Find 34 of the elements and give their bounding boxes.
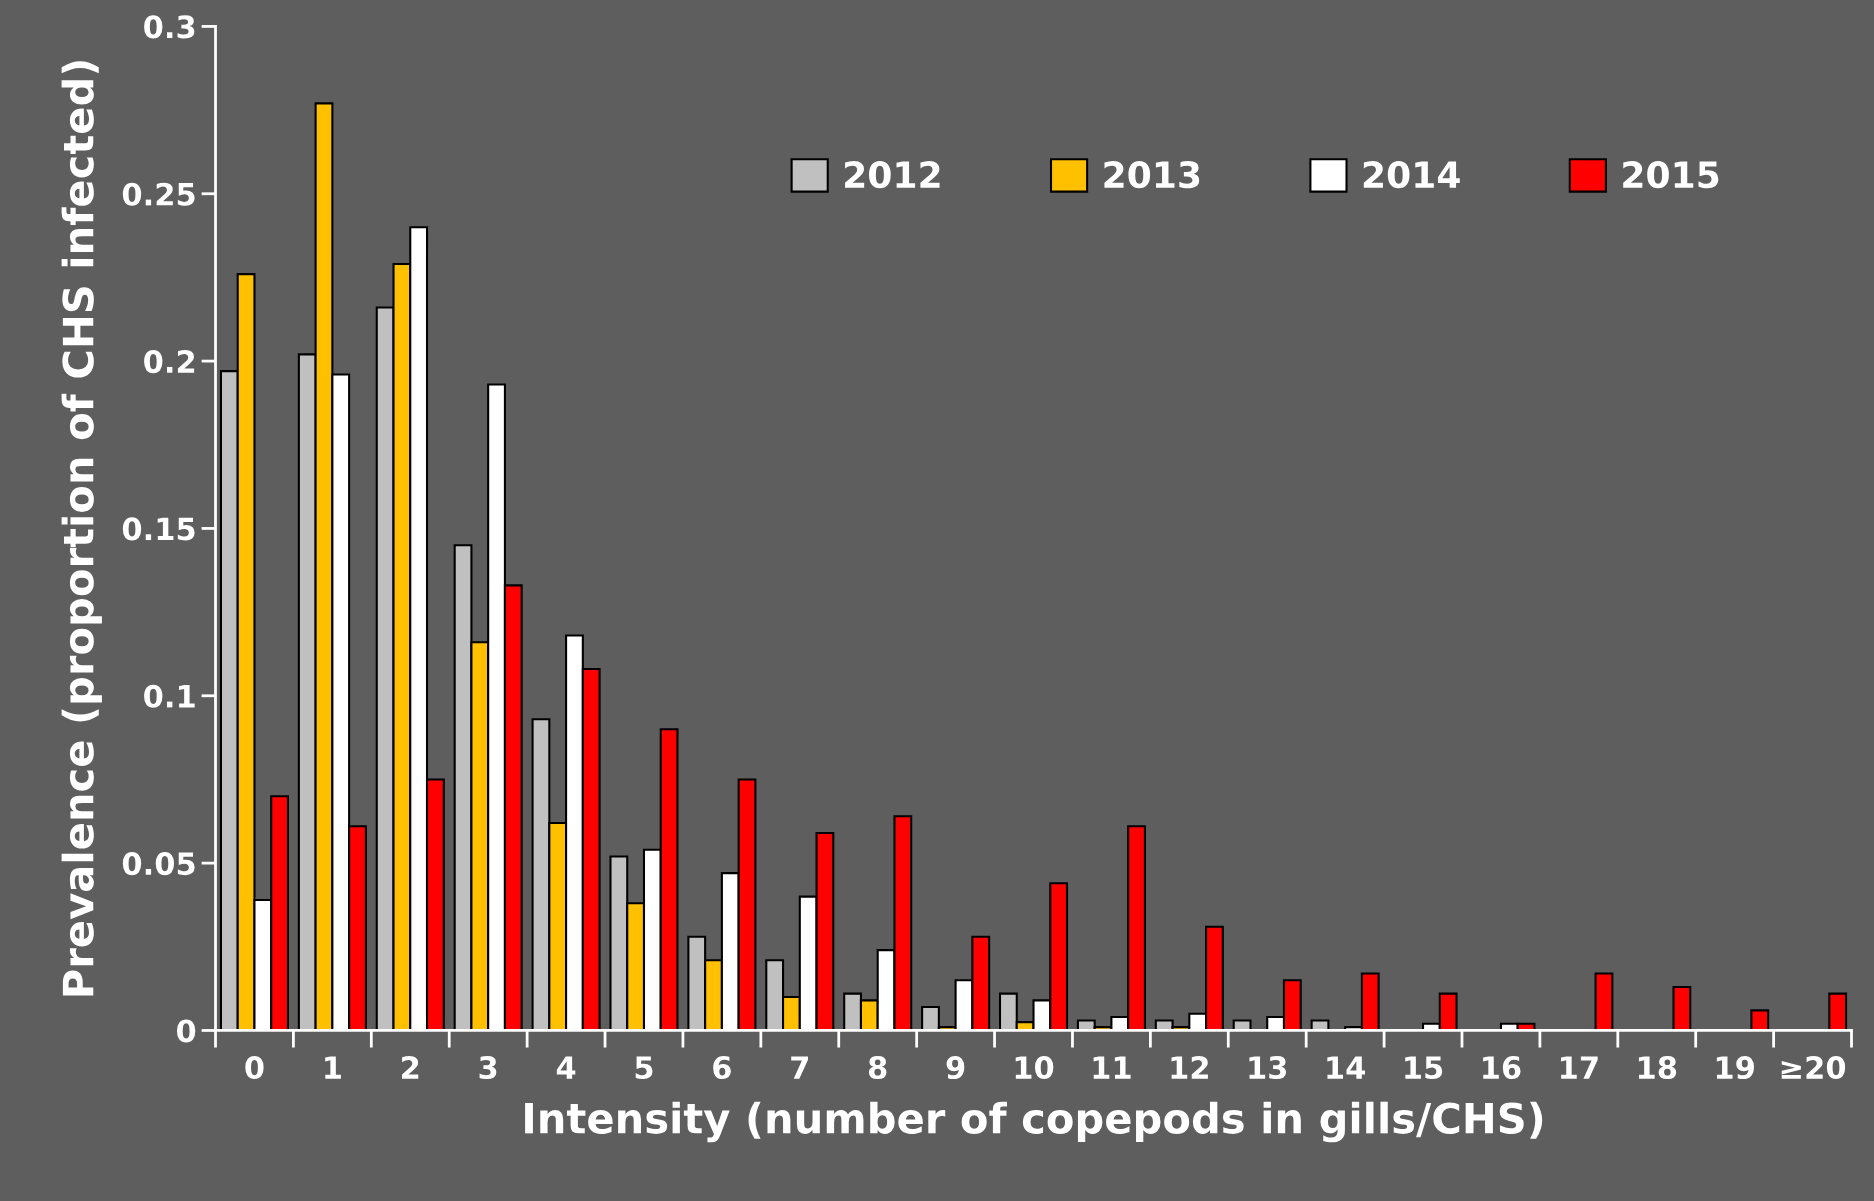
legend-label: 2012 [845,161,940,189]
y-axis-title: Prevalence (proportion of CHS infected) [61,61,102,996]
x-tick-label: 13 [1249,1056,1287,1080]
x-tick-label: 5 [635,1056,653,1080]
x-tick-label: 18 [1638,1056,1677,1080]
x-tick-label: 10 [1015,1056,1054,1080]
x-tick-label: 14 [1327,1056,1365,1079]
legend-label: 2015 [1623,161,1719,189]
x-tick-label: 0 [245,1056,264,1080]
x-tick-label: 15 [1405,1056,1443,1080]
legend-label: 2013 [1104,161,1200,189]
x-axis-title: Intensity (number of copepods in gills/CHS) [525,1101,1543,1143]
x-tick-label: 9 [946,1056,965,1080]
x-tick-label: 7 [791,1056,808,1079]
y-tick-label: 0.15 [122,517,195,541]
legend-label: 2014 [1363,161,1460,189]
x-tick-label: 1 [325,1056,341,1079]
x-tick-label: 4 [556,1056,576,1079]
x-tick-label: 11 [1093,1056,1131,1079]
y-tick-label: 0.05 [122,852,195,876]
x-tick-label: 8 [868,1056,887,1080]
x-tick-label: 2 [402,1056,419,1079]
y-tick-label: 0 [176,1019,196,1043]
x-tick-label: 12 [1171,1056,1208,1079]
x-tick-label: 19 [1716,1056,1754,1080]
y-tick-label: 0.3 [144,15,195,39]
x-tick-label: 6 [713,1056,731,1080]
x-tick-label: 17 [1561,1056,1598,1079]
x-tick-label: 16 [1483,1056,1521,1080]
y-tick-label: 0.1 [144,684,195,708]
x-tick-label: ≥20 [1781,1056,1846,1080]
x-tick-label: 3 [479,1056,497,1080]
y-tick-label: 0.25 [122,182,195,206]
y-tick-label: 0.2 [144,350,195,374]
